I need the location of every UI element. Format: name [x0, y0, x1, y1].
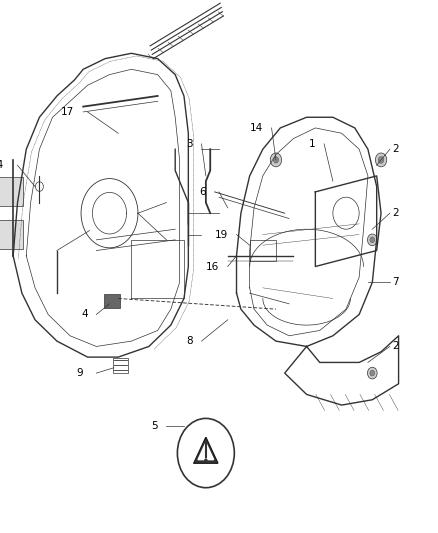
- Circle shape: [204, 458, 208, 463]
- FancyBboxPatch shape: [104, 294, 120, 308]
- Text: 9: 9: [77, 368, 83, 378]
- Circle shape: [367, 234, 377, 246]
- Circle shape: [333, 197, 359, 229]
- Circle shape: [270, 153, 282, 167]
- Text: 2: 2: [392, 342, 399, 351]
- Circle shape: [273, 157, 279, 163]
- Text: 1: 1: [309, 139, 315, 149]
- Text: 6: 6: [199, 187, 206, 197]
- FancyBboxPatch shape: [0, 220, 23, 249]
- FancyBboxPatch shape: [0, 177, 23, 206]
- Text: 16: 16: [206, 262, 219, 271]
- Text: 2: 2: [392, 144, 399, 154]
- Text: 2: 2: [392, 208, 399, 218]
- Polygon shape: [194, 437, 218, 463]
- Circle shape: [370, 370, 374, 376]
- Text: 8: 8: [186, 336, 193, 346]
- Text: 17: 17: [61, 107, 74, 117]
- Text: 4: 4: [81, 310, 88, 319]
- Text: 19: 19: [215, 230, 228, 239]
- Circle shape: [370, 237, 374, 243]
- Text: 14: 14: [250, 123, 263, 133]
- Text: 7: 7: [392, 278, 399, 287]
- Circle shape: [177, 418, 234, 488]
- Circle shape: [375, 153, 387, 167]
- Circle shape: [367, 367, 377, 379]
- Polygon shape: [198, 443, 214, 459]
- Text: 3: 3: [186, 139, 193, 149]
- Text: 14: 14: [0, 160, 4, 170]
- Circle shape: [378, 157, 384, 164]
- Text: 5: 5: [151, 422, 158, 431]
